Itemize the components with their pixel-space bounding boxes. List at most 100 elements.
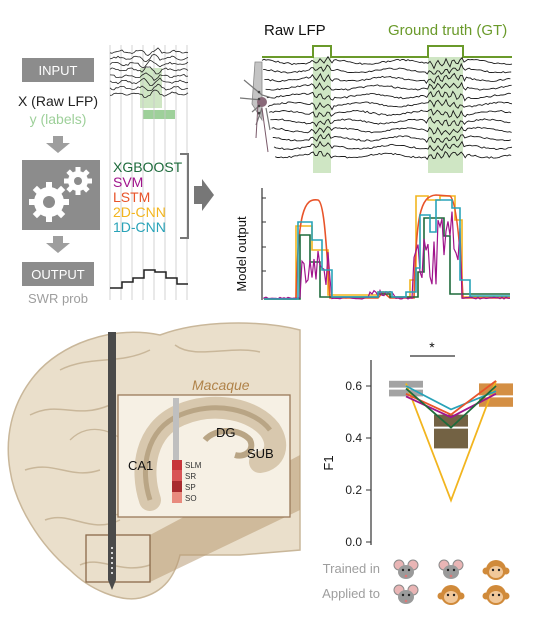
output-box (22, 262, 94, 286)
model-label-svm: SVM (113, 174, 143, 190)
f1-series-line (405, 380, 497, 503)
x-label: X (Raw LFP) (18, 93, 98, 109)
mini-trace (109, 72, 189, 81)
lfp-trace (271, 126, 512, 136)
layer-label-so: SO (185, 494, 197, 503)
probe-illustration (239, 61, 273, 153)
applied-to-label: Applied to (322, 586, 380, 601)
trained-in-label: Trained in (323, 561, 380, 576)
model-output-ylabel: Model output (234, 216, 249, 292)
mini-lfp-traces (109, 47, 189, 98)
probe-tip (108, 580, 116, 590)
down-arrow-2-icon (46, 236, 70, 253)
model-label-lstm: LSTM (113, 189, 150, 205)
f1-series-line (405, 385, 497, 429)
model-bracket (180, 153, 189, 239)
lfp-trace (264, 72, 511, 85)
f1-series-line (405, 393, 497, 419)
gt-window-2 (428, 57, 463, 173)
region-label-sub: SUB (247, 446, 274, 461)
mini-output-step (110, 269, 188, 289)
model-list: XGBOOST SVM LSTM 2D-CNN 1D-CNN (113, 159, 183, 235)
lfp-trace (273, 140, 513, 152)
y-label: y (labels) (30, 111, 87, 127)
swr-label: SWR prob (28, 291, 88, 306)
f1-chart: 0.0 0.2 0.4 0.6 F1 * Trained in Applied to (321, 339, 513, 605)
macaque-icon (482, 585, 510, 605)
input-label: INPUT (39, 63, 78, 78)
raw-lfp-title: Raw LFP (264, 22, 326, 39)
mini-trace (109, 77, 189, 86)
zoom-source-box (85, 534, 151, 583)
lfp-trace (270, 116, 511, 128)
mini-trace (109, 83, 189, 92)
mini-data-panel (109, 45, 189, 300)
mini-label-bar (143, 110, 175, 119)
macaque-icon (437, 585, 465, 605)
ground-truth-line (262, 45, 512, 58)
model-output-trace-2dcnn (264, 195, 510, 300)
model-output-traces (263, 194, 510, 300)
lfp-panel: Raw LFP Ground truth (GT) (239, 22, 513, 173)
output-label: OUTPUT (31, 267, 85, 282)
species-label: Macaque (192, 377, 250, 393)
layer-label-sp: SP (185, 483, 196, 492)
layer-label-slm: SLM (185, 461, 202, 470)
lfp-trace (269, 108, 512, 119)
lfp-trace (275, 150, 512, 161)
mini-trace (109, 53, 189, 63)
probe-contacts (111, 547, 113, 574)
mouse-icon (438, 559, 464, 579)
mini-trace (109, 59, 189, 69)
layer-slm (172, 460, 182, 470)
mini-gt-window (140, 68, 162, 108)
lfp-trace (266, 89, 511, 102)
model-label-2dcnn: 2D-CNN (113, 204, 166, 220)
model-label-1dcnn: 1D-CNN (113, 219, 166, 235)
f1-tick-label: 0.0 (345, 535, 362, 549)
f1-tick-label: 0.6 (345, 379, 362, 393)
layer-so (172, 492, 182, 503)
layer-sr (172, 470, 182, 481)
f1-tick-label: 0.4 (345, 431, 362, 445)
region-label-ca1: CA1 (128, 458, 153, 473)
f1-animal-icons (393, 559, 510, 605)
model-output-panel: Model output (234, 188, 510, 300)
f1-lines (405, 380, 497, 503)
probe-shaft (108, 332, 116, 580)
mouse-icon (393, 559, 419, 579)
f1-tick-label: 0.2 (345, 483, 362, 497)
mouse-icon (393, 584, 419, 604)
model-output-trace-xgboost (264, 217, 510, 300)
model-output-trace-1dcnn (264, 199, 510, 300)
f1-box (434, 414, 468, 449)
dentate-gyrus-shape (202, 428, 255, 459)
layer-sp (172, 481, 182, 492)
lfp-trace (272, 133, 511, 144)
ground-truth-title: Ground truth (GT) (388, 22, 507, 39)
probe-zoom-shaft (173, 398, 179, 460)
f1-boxes (389, 380, 513, 449)
layer-label-sr: SR (185, 472, 196, 481)
gears-icon (29, 167, 92, 222)
lfp-trace (267, 98, 513, 111)
macaque-icon (482, 560, 510, 580)
input-box (22, 58, 94, 82)
pyramidal-layer (142, 405, 272, 501)
f1-y-ticks: 0.0 0.2 0.4 0.6 (345, 379, 371, 549)
mini-trace (109, 66, 189, 75)
brain-panel: Macaque SLM SR SP SO DG CA1 SUB (7, 322, 301, 600)
right-arrow-icon (194, 179, 214, 211)
pipeline-panel: INPUT X (Raw LFP) y (labels) (18, 45, 214, 306)
significance-label: * (429, 339, 435, 355)
f1-ylabel: F1 (321, 455, 336, 470)
lfp-trace (263, 62, 512, 75)
model-label-xgboost: XGBOOST (113, 159, 183, 175)
brain-sulci (24, 344, 261, 569)
f1-series-line (405, 385, 497, 411)
region-label-dg: DG (216, 425, 236, 440)
mini-trace (109, 89, 189, 98)
down-arrow-1-icon (46, 136, 70, 153)
mini-trace (109, 47, 189, 56)
